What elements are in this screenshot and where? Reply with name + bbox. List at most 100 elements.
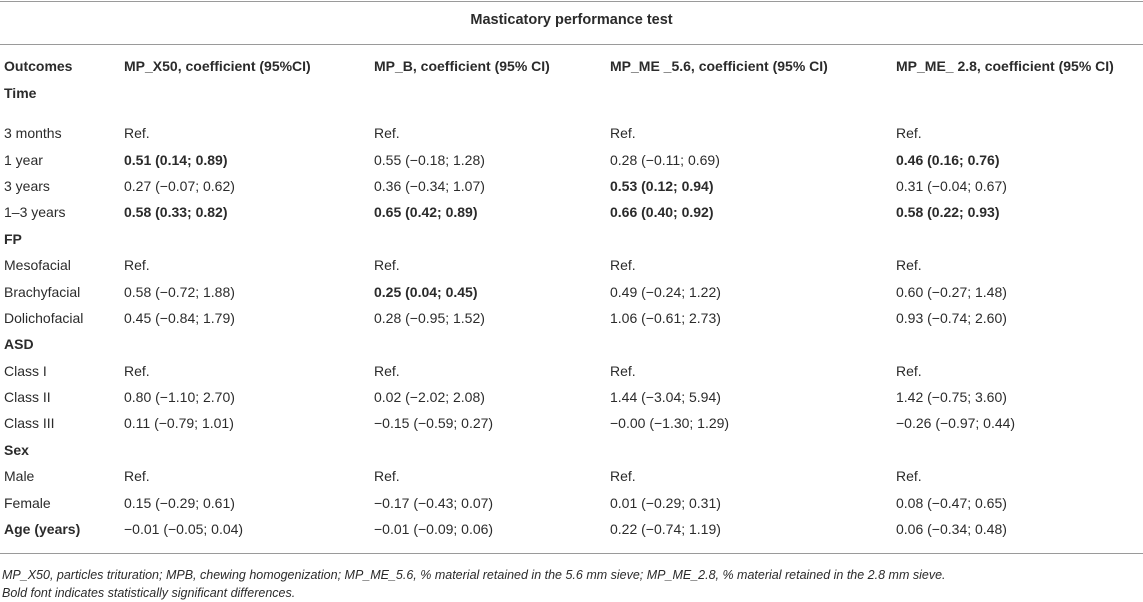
row-label: Class II [4, 389, 51, 406]
row-label: 3 years [4, 177, 50, 194]
coefficient-cell: Ref. [124, 362, 150, 379]
coefficient-cell: 0.02 (−2.02; 2.08) [374, 389, 485, 406]
section-label: Sex [4, 441, 29, 458]
coefficient-cell: Ref. [124, 468, 150, 485]
coefficient-cell: 0.55 (−0.18; 1.28) [374, 151, 485, 168]
coefficient-cell: 0.28 (−0.11; 0.69) [610, 151, 720, 168]
table-row: Class III 0.11 (−0.79; 1.01) −0.15 (−0.59;… [0, 410, 1143, 436]
footnote-line-1: MP_X50, particles trituration; MPB, chew… [2, 568, 946, 582]
header-row-time: Time [0, 79, 1143, 106]
header-mp-b: MP_B, coefficient (95% CI) [374, 57, 550, 74]
table-row: 3 months Ref. Ref. Ref. Ref. [0, 120, 1143, 146]
header-mp-me-5-6: MP_ME _5.6, coefficient (95% CI) [610, 57, 828, 74]
coefficient-cell: 0.01 (−0.29; 0.31) [610, 494, 721, 511]
table-row: Male Ref. Ref. Ref. Ref. [0, 463, 1143, 489]
table-row: Age (years) −0.01 (−0.05; 0.04) −0.01 (−0.… [0, 516, 1143, 542]
coefficient-cell: Ref. [610, 468, 636, 485]
coefficient-cell: Ref. [374, 125, 400, 142]
header-row: Outcomes MP_X50, coefficient (95%CI) MP_… [0, 52, 1143, 79]
coefficient-cell: 1.42 (−0.75; 3.60) [896, 389, 1007, 406]
coefficient-cell: 0.36 (−0.34; 1.07) [374, 177, 485, 194]
coefficient-cell: 0.51 (0.14; 0.89) [124, 151, 228, 168]
coefficient-cell: 0.49 (−0.24; 1.22) [610, 283, 721, 300]
section-label: FP [4, 230, 22, 247]
header-outcomes: Outcomes [4, 57, 73, 74]
coefficient-cell: 0.66 (0.40; 0.92) [610, 204, 714, 221]
coefficient-cell: 0.31 (−0.04; 0.67) [896, 177, 1007, 194]
row-label: Class III [4, 415, 55, 432]
section-row: Sex [0, 437, 1143, 463]
footnote: MP_X50, particles trituration; MPB, chew… [2, 566, 946, 602]
coefficient-cell: Ref. [896, 125, 922, 142]
row-label: Class I [4, 362, 47, 379]
coefficient-cell: Ref. [610, 362, 636, 379]
coefficient-cell: 1.06 (−0.61; 2.73) [610, 309, 721, 326]
row-label: Brachyfacial [4, 283, 81, 300]
section-label: ASD [4, 336, 34, 353]
row-label: Age (years) [4, 521, 81, 538]
table-row: Brachyfacial 0.58 (−0.72; 1.88) 0.25 (0.04… [0, 278, 1143, 304]
row-label: 1 year [4, 151, 43, 168]
coefficient-cell: Ref. [374, 468, 400, 485]
coefficient-cell: 1.44 (−3.04; 5.94) [610, 389, 721, 406]
bottom-rule [0, 553, 1143, 554]
coefficient-cell: 0.25 (0.04; 0.45) [374, 283, 478, 300]
coefficient-cell: Ref. [374, 362, 400, 379]
coefficient-cell: Ref. [896, 257, 922, 274]
coefficient-cell: Ref. [124, 257, 150, 274]
title-rule [0, 44, 1143, 45]
coefficient-cell: Ref. [610, 125, 636, 142]
table-row: Class I Ref. Ref. Ref. Ref. [0, 358, 1143, 384]
coefficient-cell: 0.08 (−0.47; 0.65) [896, 494, 1007, 511]
header-spacer [0, 106, 1143, 120]
header-mp-me-2-8: MP_ME_ 2.8, coefficient (95% CI) [896, 57, 1114, 74]
coefficient-cell: 0.80 (−1.10; 2.70) [124, 389, 235, 406]
table-row: 1–3 years 0.58 (0.33; 0.82) 0.65 (0.42; 0.… [0, 199, 1143, 225]
coefficient-cell: −0.01 (−0.09; 0.06) [374, 521, 494, 538]
row-label: Female [4, 494, 51, 511]
footnote-line-2: Bold font indicates statistically signif… [2, 586, 296, 600]
row-label: Dolichofacial [4, 309, 84, 326]
coefficient-cell: Ref. [124, 125, 150, 142]
coefficient-cell: Ref. [610, 257, 636, 274]
table-body: Outcomes MP_X50, coefficient (95%CI) MP_… [0, 52, 1143, 542]
coefficient-cell: 0.65 (0.42; 0.89) [374, 204, 478, 221]
coefficient-cell: Ref. [374, 257, 400, 274]
coefficient-cell: −0.17 (−0.43; 0.07) [374, 494, 494, 511]
coefficient-cell: 0.06 (−0.34; 0.48) [896, 521, 1007, 538]
coefficient-cell: 0.45 (−0.84; 1.79) [124, 309, 235, 326]
coefficient-cell: Ref. [896, 468, 922, 485]
row-label: 1–3 years [4, 204, 66, 221]
row-label: Male [4, 468, 35, 485]
coefficient-cell: 0.53 (0.12; 0.94) [610, 177, 714, 194]
header-time: Time [4, 84, 37, 101]
results-table: Outcomes MP_X50, coefficient (95%CI) MP_… [0, 52, 1143, 542]
section-row: ASD [0, 331, 1143, 357]
table-row: Dolichofacial 0.45 (−0.84; 1.79) 0.28 (−0.… [0, 305, 1143, 331]
table-row: 1 year 0.51 (0.14; 0.89) 0.55 (−0.18; 1.28… [0, 146, 1143, 172]
coefficient-cell: 0.15 (−0.29; 0.61) [124, 494, 235, 511]
table-row: Female 0.15 (−0.29; 0.61) −0.17 (−0.43; 0.… [0, 489, 1143, 515]
table-title: Masticatory performance test [470, 12, 673, 28]
row-label: 3 months [4, 125, 62, 142]
coefficient-cell: −0.26 (−0.97; 0.44) [896, 415, 1016, 432]
table-row: Mesofacial Ref. Ref. Ref. Ref. [0, 252, 1143, 278]
row-label: Mesofacial [4, 257, 71, 274]
top-rule [0, 1, 1143, 2]
coefficient-cell: 0.58 (−0.72; 1.88) [124, 283, 235, 300]
table-row: 3 years 0.27 (−0.07; 0.62) 0.36 (−0.34; 1.… [0, 173, 1143, 199]
coefficient-cell: Ref. [896, 362, 922, 379]
coefficient-cell: 0.60 (−0.27; 1.48) [896, 283, 1007, 300]
coefficient-cell: 0.11 (−0.79; 1.01) [124, 415, 234, 432]
coefficient-cell: −0.00 (−1.30; 1.29) [610, 415, 730, 432]
header-mp-x50: MP_X50, coefficient (95%CI) [124, 57, 311, 74]
coefficient-cell: 0.46 (0.16; 0.76) [896, 151, 1000, 168]
coefficient-cell: 0.58 (0.33; 0.82) [124, 204, 228, 221]
coefficient-cell: 0.22 (−0.74; 1.19) [610, 521, 721, 538]
section-row: FP [0, 226, 1143, 252]
coefficient-cell: −0.15 (−0.59; 0.27) [374, 415, 494, 432]
table-row: Class II 0.80 (−1.10; 2.70) 0.02 (−2.02; 2… [0, 384, 1143, 410]
coefficient-cell: −0.01 (−0.05; 0.04) [124, 521, 244, 538]
coefficient-cell: 0.93 (−0.74; 2.60) [896, 309, 1007, 326]
